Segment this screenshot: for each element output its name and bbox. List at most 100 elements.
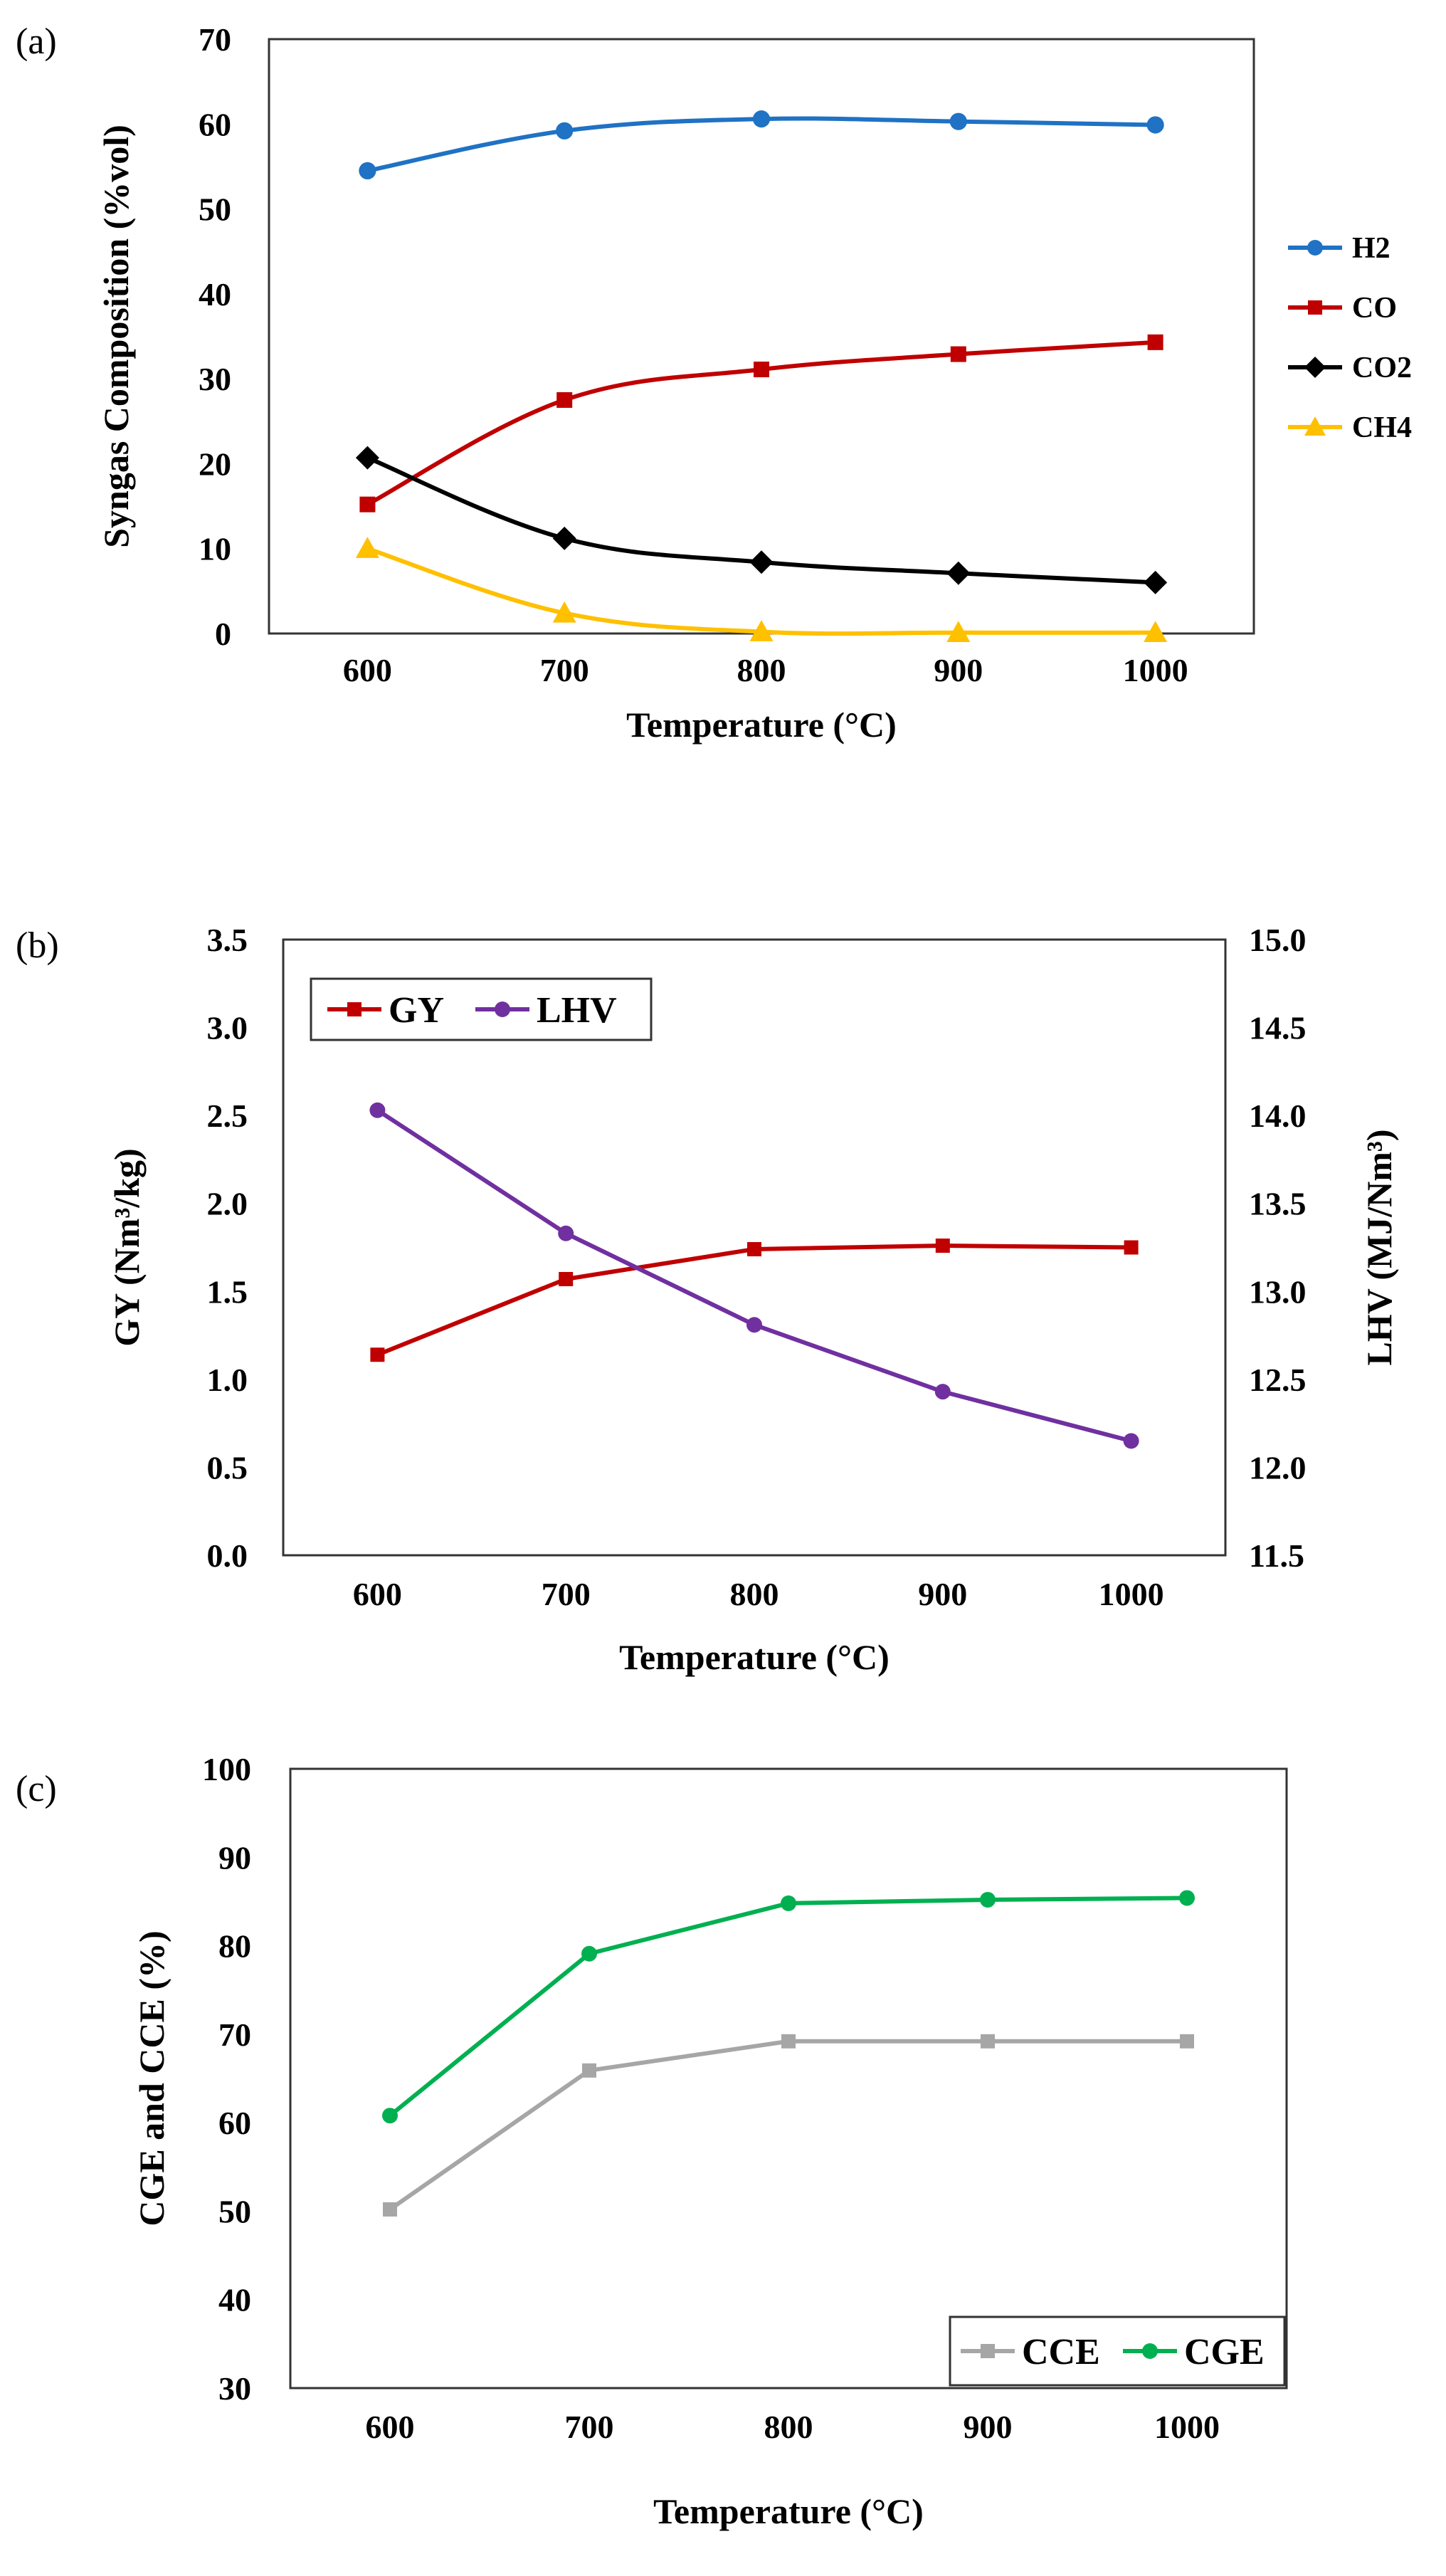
panel-a-syngas-composition: (a) 0 10 20 30 40 50 60 70 600 700 800 900 1000 H2 C… — [16, 21, 1412, 745]
y-tick-label: 30 — [199, 361, 231, 397]
legend-label: H2 — [1352, 232, 1390, 265]
legend-marker — [1307, 240, 1323, 256]
y-tick-label: 0.5 — [207, 1449, 248, 1486]
x-tick-label: 1000 — [1099, 1576, 1164, 1612]
legend-label: CO — [1352, 292, 1397, 325]
legend-marker — [347, 1002, 362, 1016]
data-point-co — [359, 496, 376, 512]
panel-c-y-axis-title: CGE and CCE (%) — [132, 1930, 171, 2226]
data-point-ch4 — [355, 537, 379, 558]
y-tick-label: 0.0 — [207, 1537, 248, 1574]
panel-a-y-axis-title: Syngas Composition (%vol) — [96, 125, 136, 548]
right-y-tick-label: 14.5 — [1249, 1010, 1307, 1046]
data-point-co — [754, 362, 769, 378]
data-point-ch4 — [749, 620, 774, 641]
panel-a-y-tick-labels: 0 10 20 30 40 50 60 70 — [199, 21, 231, 652]
data-point-co2 — [946, 561, 971, 585]
series-cge — [382, 1890, 1195, 2124]
panel-a-legend: H2 CO CO2 CH4 — [1288, 232, 1412, 444]
x-tick-label: 700 — [542, 1576, 591, 1612]
x-tick-label: 900 — [918, 1576, 967, 1612]
y-tick-label: 1.0 — [207, 1362, 248, 1398]
legend-marker — [1142, 2343, 1158, 2359]
x-tick-label: 1000 — [1154, 2409, 1220, 2445]
series-co2 — [355, 446, 1168, 594]
legend-item-gy: GY — [327, 990, 444, 1031]
x-tick-label: 800 — [737, 652, 786, 688]
panel-b-x-axis-title: Temperature (°C) — [619, 1637, 890, 1677]
data-point-lhv — [934, 1384, 951, 1400]
x-tick-label: 700 — [565, 2409, 614, 2445]
panel-c-x-axis-title: Temperature (°C) — [653, 2491, 924, 2531]
panel-a-x-axis-title: Temperature (°C) — [626, 705, 897, 745]
data-point-cge — [382, 2108, 398, 2124]
data-point-co2 — [749, 550, 774, 574]
legend-label: CH4 — [1352, 411, 1412, 444]
legend-item-lhv: LHV — [475, 990, 617, 1031]
y-tick-label: 100 — [202, 1751, 251, 1787]
y-tick-label: 30 — [218, 2370, 251, 2407]
data-point-h2 — [556, 122, 574, 140]
panel-c-series — [382, 1890, 1195, 2217]
panel-c-legend: CCE CGE — [949, 2315, 1286, 2387]
legend-item-h2: H2 — [1288, 232, 1390, 265]
series-gy — [370, 1239, 1139, 1362]
x-tick-label: 1000 — [1123, 652, 1188, 688]
data-point-co2 — [1144, 570, 1168, 594]
data-point-co2 — [355, 446, 379, 470]
data-point-co — [950, 346, 966, 362]
y-tick-label: 10 — [199, 531, 231, 567]
legend-marker — [1304, 357, 1326, 378]
y-tick-label: 1.5 — [207, 1273, 248, 1310]
data-point-gy — [370, 1347, 385, 1362]
legend-marker — [1304, 416, 1326, 436]
y-tick-label: 40 — [199, 276, 231, 312]
data-point-lhv — [746, 1317, 762, 1333]
panel-b-right-y-axis-title: LHV (MJ/Nm³) — [1359, 1129, 1399, 1365]
panel-c-label: (c) — [16, 1769, 57, 1809]
series-lhv — [369, 1102, 1139, 1449]
data-point-co — [556, 391, 573, 408]
y-tick-label: 60 — [199, 106, 231, 142]
right-y-tick-label: 13.5 — [1249, 1186, 1307, 1222]
panel-b-x-tick-labels: 600 700 800 900 1000 — [353, 1576, 1164, 1612]
panel-b-gas-yield-lhv: (b) 0.0 0.5 1.0 1.5 2.0 2.5 3.0 3.5 11.5 12.0 12.… — [16, 922, 1399, 1677]
y-tick-label: 40 — [218, 2282, 251, 2318]
right-y-tick-label: 11.5 — [1249, 1537, 1304, 1574]
legend-label: CGE — [1184, 2332, 1265, 2372]
data-point-co — [1147, 334, 1163, 350]
right-y-tick-label: 14.0 — [1249, 1098, 1307, 1134]
x-tick-label: 900 — [964, 2409, 1013, 2445]
legend-item-co2: CO2 — [1288, 352, 1412, 384]
series-ch4 — [355, 537, 1168, 643]
data-point-cge — [581, 1945, 597, 1962]
x-tick-label: 600 — [353, 1576, 402, 1612]
legend-item-cce: CCE — [961, 2332, 1100, 2372]
legend-label: GY — [389, 990, 444, 1031]
y-tick-label: 80 — [218, 1928, 251, 1965]
data-point-gy — [935, 1239, 950, 1253]
data-point-gy — [747, 1241, 761, 1256]
data-point-cce — [1180, 2034, 1194, 2049]
data-point-cge — [1179, 1890, 1195, 1906]
panel-b-series — [369, 1102, 1139, 1449]
legend-label: LHV — [537, 990, 617, 1031]
y-tick-label: 50 — [218, 2193, 251, 2229]
data-point-cce — [981, 2034, 995, 2049]
x-tick-label: 600 — [366, 2409, 415, 2445]
panel-b-y-tick-labels: 0.0 0.5 1.0 1.5 2.0 2.5 3.0 3.5 — [207, 922, 248, 1574]
data-point-cge — [980, 1891, 996, 1908]
panel-a-plot-frame — [268, 38, 1255, 635]
y-tick-label: 70 — [199, 21, 231, 58]
data-point-cce — [781, 2034, 796, 2049]
y-tick-label: 70 — [218, 2017, 251, 2053]
data-point-h2 — [949, 112, 967, 130]
panel-a-series — [355, 110, 1168, 643]
legend-marker — [981, 2344, 995, 2358]
right-y-tick-label: 12.0 — [1249, 1449, 1307, 1486]
data-point-h2 — [1146, 116, 1164, 134]
right-y-tick-label: 15.0 — [1249, 922, 1307, 958]
x-tick-label: 600 — [343, 652, 392, 688]
data-point-h2 — [359, 162, 376, 179]
